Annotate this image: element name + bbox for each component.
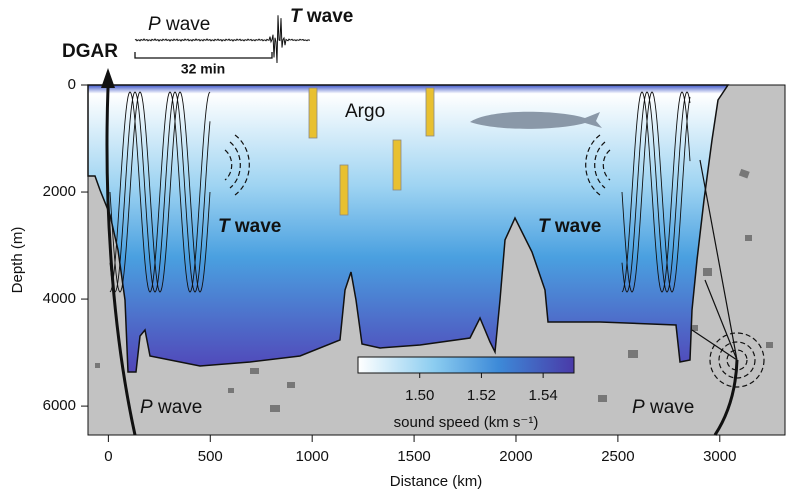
rocks: [95, 168, 773, 412]
colorbar: [357, 356, 575, 374]
p-wave-right: P wave: [632, 397, 694, 418]
colorbar-tick-label: 1.50: [405, 387, 434, 404]
ray: [621, 91, 691, 293]
x-tick-label: 500: [198, 448, 223, 465]
ray: [109, 91, 211, 293]
x-axis-label: Distance (km): [390, 473, 483, 490]
colorbar-tick-label: 1.52: [467, 387, 496, 404]
t-wave-label: T wave: [290, 6, 353, 27]
x-tick-label: 1000: [295, 448, 328, 465]
p-wave-left: P wave: [140, 397, 202, 418]
t-wave-left: T wave: [218, 216, 281, 237]
y-tick-label: 0: [68, 76, 76, 93]
ray: [109, 91, 211, 293]
wave-fronts: [224, 134, 765, 388]
t-wave-rays: [109, 91, 691, 293]
colorbar-tick-label: 1.54: [529, 387, 558, 404]
p-wave-label: P wave: [148, 14, 210, 35]
colorbar-label: sound speed (km s⁻¹): [394, 414, 539, 431]
scale-label: 32 min: [181, 61, 225, 77]
x-tick-label: 1500: [397, 448, 430, 465]
y-tick-label: 2000: [43, 183, 76, 200]
seismogram: [134, 15, 310, 64]
plot-frame: [87, 84, 786, 436]
y-tick-label: 6000: [43, 397, 76, 414]
whale: [470, 111, 602, 129]
station-label: DGAR: [62, 41, 118, 62]
x-tick-label: 0: [104, 448, 112, 465]
y-tick-label: 4000: [43, 290, 76, 307]
x-tick-label: 2500: [601, 448, 634, 465]
argo-floats: [308, 87, 435, 216]
ray: [621, 91, 691, 293]
station-arrow: [101, 68, 115, 88]
ray: [621, 91, 691, 293]
x-tick-label: 3000: [703, 448, 736, 465]
x-tick-label: 2000: [499, 448, 532, 465]
y-axis-label: Depth (m): [9, 227, 26, 294]
p-wave-paths: [105, 87, 739, 436]
scale-bar: [134, 52, 273, 59]
t-wave-right: T wave: [538, 216, 601, 237]
argo-label: Argo: [345, 101, 385, 122]
ray: [109, 91, 211, 293]
